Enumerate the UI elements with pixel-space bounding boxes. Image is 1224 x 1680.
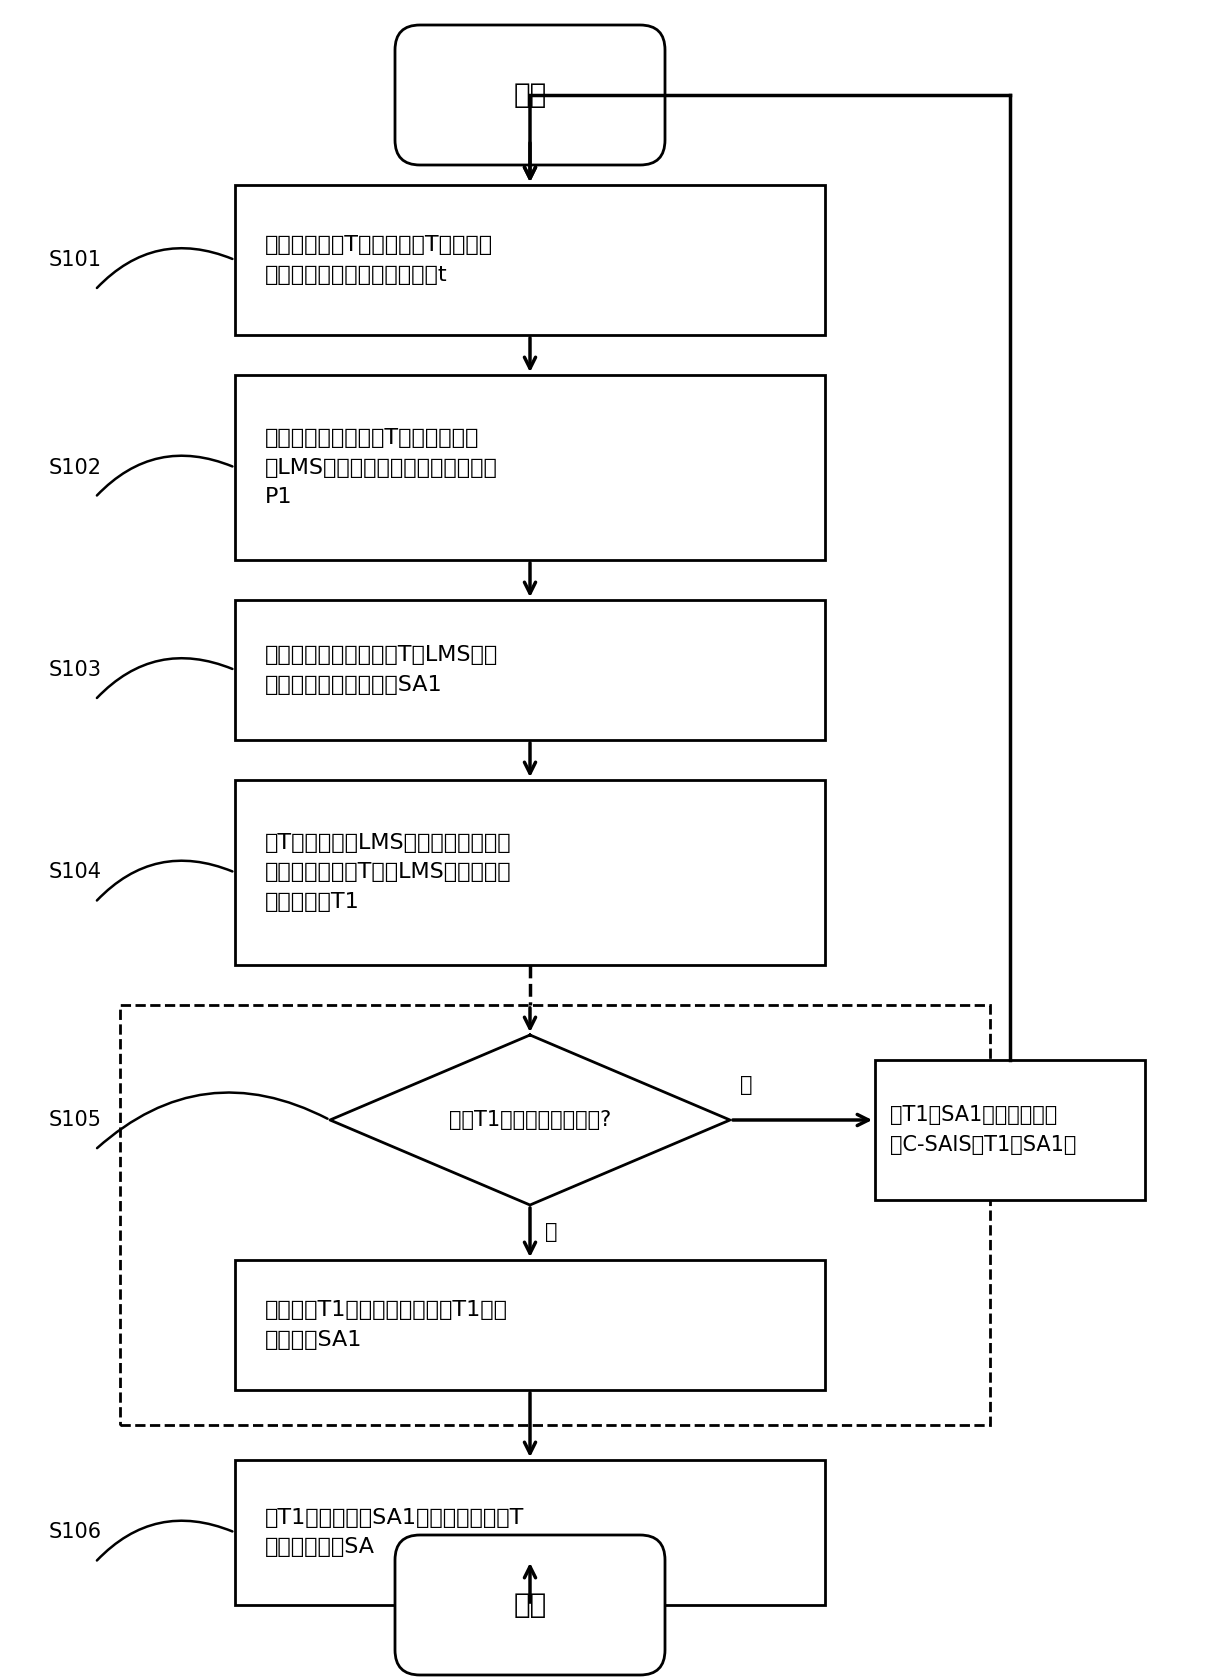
Text: 从左向右扫描字符串T一次，找出所
有LMS字符出现位置，结果存在数组
P1: 从左向右扫描字符串T一次，找出所 有LMS字符出现位置，结果存在数组 P1: [266, 428, 498, 507]
FancyBboxPatch shape: [395, 25, 665, 165]
Text: 开始: 开始: [513, 81, 547, 109]
Text: 否: 否: [741, 1075, 753, 1095]
Text: S103: S103: [49, 660, 102, 680]
Text: 从右向左扫描T一次，计算T中字符和
后缀的类型，结果记录在数组t: 从右向左扫描T一次，计算T中字符和 后缀的类型，结果记录在数组t: [266, 235, 493, 286]
Text: S105: S105: [49, 1110, 102, 1131]
Text: 直接排序T1中的各后缀来计算T1的后
缀数组到SA1: 直接排序T1中的各后缀来计算T1的后 缀数组到SA1: [266, 1300, 508, 1349]
Polygon shape: [330, 1035, 730, 1205]
Text: S101: S101: [49, 250, 102, 270]
Bar: [120, 1005, 990, 1425]
Bar: [235, 375, 825, 559]
Bar: [235, 185, 825, 334]
Bar: [235, 1460, 825, 1604]
Text: 以T1和SA1为参数递归调
用C-SAIS（T1，SA1）: 以T1和SA1为参数递归调 用C-SAIS（T1，SA1）: [890, 1105, 1076, 1154]
Bar: [875, 1060, 1144, 1200]
Text: 是: 是: [545, 1223, 557, 1243]
Text: 判断T1中的字符是否唯一?: 判断T1中的字符是否唯一?: [449, 1110, 611, 1131]
FancyBboxPatch shape: [395, 1536, 665, 1675]
Text: 对T的已有序的LMS子串进行重命名，
用新的名字替换T中的LMS子串，形成
新的字符串T1: 对T的已有序的LMS子串进行重命名， 用新的名字替换T中的LMS子串，形成 新的…: [266, 833, 512, 912]
Bar: [235, 780, 825, 964]
Text: 使用归纳排序的方法对T的LMS子串
进行排序，保存在数组SA1: 使用归纳排序的方法对T的LMS子串 进行排序，保存在数组SA1: [266, 645, 498, 696]
Text: 结束: 结束: [513, 1591, 547, 1620]
Text: S106: S106: [49, 1522, 102, 1542]
Text: S102: S102: [49, 457, 102, 477]
Text: S104: S104: [49, 862, 102, 882]
Bar: [235, 1260, 825, 1389]
Bar: [235, 600, 825, 739]
Text: 从T1的后缀数组SA1归纳计算和验证T
的后缀数组到SA: 从T1的后缀数组SA1归纳计算和验证T 的后缀数组到SA: [266, 1507, 524, 1557]
